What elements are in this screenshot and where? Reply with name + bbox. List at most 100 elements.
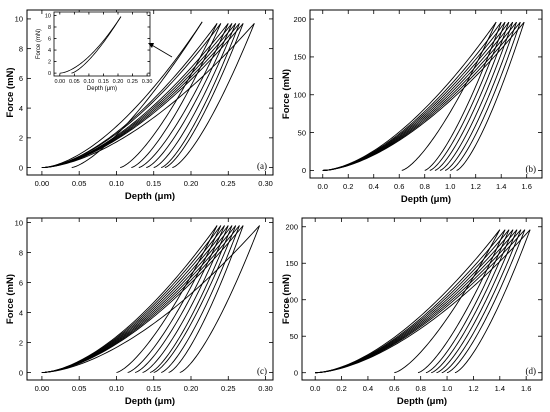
x-tick-label: 0.25 xyxy=(221,384,236,393)
y-tick-label: 4 xyxy=(19,308,23,317)
unloading-curve xyxy=(429,21,506,171)
x-tick-label: 0.25 xyxy=(127,79,138,85)
y-tick-label: 50 xyxy=(298,128,306,137)
unloading-curve xyxy=(179,225,260,373)
y-tick-label: 6 xyxy=(19,278,23,287)
unloading-curve xyxy=(436,229,518,374)
x-tick-label: 0.2 xyxy=(343,182,353,191)
x-tick-label: 0.8 xyxy=(420,182,430,191)
unloading-curve xyxy=(153,23,237,168)
unloading-curve xyxy=(149,225,233,373)
x-axis-label: Depth (μm) xyxy=(125,191,175,202)
loading-curve xyxy=(41,21,203,169)
unloading-curve xyxy=(120,23,218,169)
loading-curve xyxy=(41,225,237,373)
unloading-curve xyxy=(441,229,522,374)
y-tick-label: 2 xyxy=(48,60,51,66)
y-tick-label: 2 xyxy=(19,338,23,347)
loading-curve xyxy=(322,21,510,171)
y-tick-label: 100 xyxy=(293,91,306,100)
unloading-curve xyxy=(446,229,526,374)
panel-label: (b) xyxy=(526,164,537,174)
unloading-curve xyxy=(161,23,240,168)
x-tick-label: 1.0 xyxy=(442,384,452,393)
x-tick-label: 0.30 xyxy=(258,384,273,393)
unloading-curve xyxy=(131,23,222,168)
unloading-curve xyxy=(161,225,240,373)
y-tick-label: 150 xyxy=(285,259,298,268)
x-tick-label: 0.20 xyxy=(184,179,199,188)
unloading-curve xyxy=(434,21,510,171)
loading-curve xyxy=(315,229,531,374)
unloading-curve xyxy=(456,21,525,171)
x-tick-label: 1.6 xyxy=(521,182,531,191)
plot-panel-1: 0.00 0.05 0.10 0.15 0.20 0.25 0.300246810Depth… xyxy=(5,9,274,202)
x-tick-label: 1.0 xyxy=(445,182,455,191)
loading-curve xyxy=(315,229,510,374)
x-axis-label: Depth (μm) xyxy=(125,396,175,407)
x-tick-label: 0.15 xyxy=(98,79,109,85)
x-tick-label: 1.2 xyxy=(470,182,480,191)
plot-frame xyxy=(26,9,274,176)
x-tick-label: 0.00 xyxy=(35,384,50,393)
x-tick-label: 0.00 xyxy=(35,179,50,188)
y-tick-label: 0 xyxy=(19,163,23,172)
y-tick-label: 6 xyxy=(19,74,23,83)
y-axis-label: Force (mN) xyxy=(5,67,16,117)
y-tick-label: 0 xyxy=(48,71,51,77)
x-tick-label: 1.4 xyxy=(495,384,505,393)
y-tick-label: 4 xyxy=(19,104,23,113)
plot-panel-2: 0.0 0.2 0.4 0.6 0.8 1.0 1.2 1.4 1.6 0 50 100 150 200 D… xyxy=(281,9,543,205)
loading-curve xyxy=(315,229,514,374)
y-tick-label: 2 xyxy=(19,134,23,143)
x-tick-label: 0.6 xyxy=(394,182,404,191)
y-tick-label: 4 xyxy=(48,48,51,54)
loading-curve xyxy=(41,225,225,373)
y-tick-label: 10 xyxy=(45,13,51,19)
x-tick-label: 0.8 xyxy=(415,384,425,393)
x-tick-label: 0.10 xyxy=(109,179,124,188)
y-tick-label: 100 xyxy=(285,296,298,305)
x-tick-label: 0.15 xyxy=(146,384,161,393)
y-tick-label: 8 xyxy=(19,248,23,257)
unloading-curve xyxy=(444,21,517,171)
x-tick-label: 0.05 xyxy=(72,384,87,393)
x-tick-label: 0.4 xyxy=(369,182,379,191)
inset-plot: 0.00 0.05 0.10 0.15 0.20 0.25 0.30 0 2 4 6 8 10 Depth… xyxy=(36,11,153,92)
x-tick-label: 0.05 xyxy=(69,79,80,85)
unloading-curve xyxy=(401,21,497,171)
loading-curve xyxy=(322,21,497,171)
y-axis-label: Force (mN) xyxy=(281,69,292,119)
unloading-curve xyxy=(168,225,244,373)
plot-panel-3: 0.00 0.05 0.10 0.15 0.20 0.25 0.30 0 2 4 6 8 10 Depth… xyxy=(5,217,274,407)
y-tick-label: 6 xyxy=(48,37,51,43)
x-tick-label: 1.4 xyxy=(496,182,506,191)
unloading-curve xyxy=(71,16,122,74)
plot-frame xyxy=(26,217,274,381)
unloading-curve xyxy=(417,229,506,374)
y-tick-label: 0 xyxy=(302,166,306,175)
x-tick-label: 0.30 xyxy=(258,179,273,188)
y-tick-label: 0 xyxy=(19,368,23,377)
y-tick-label: 10 xyxy=(15,218,23,227)
x-axis-label: Depth (μm) xyxy=(397,396,447,407)
x-axis-label: Depth (μm) xyxy=(401,194,451,205)
unloading-curve xyxy=(172,23,255,168)
loading-curve xyxy=(322,21,506,171)
unloading-curve xyxy=(116,225,218,373)
loading-curve xyxy=(59,16,122,74)
x-tick-label: 0.2 xyxy=(336,384,346,393)
x-tick-label: 0.25 xyxy=(221,179,236,188)
plot-panel-4: 0.0 0.2 0.4 0.6 0.8 1.0 1.2 1.4 1.6 0 50 100 150 200 D… xyxy=(281,217,543,407)
x-tick-label: 0.10 xyxy=(84,79,95,85)
unloading-curve xyxy=(394,229,501,374)
unloading-curve xyxy=(454,229,531,374)
x-tick-label: 0.0 xyxy=(318,182,328,191)
y-tick-label: 8 xyxy=(48,25,51,31)
loading-curve xyxy=(315,229,526,374)
unloading-curve xyxy=(450,21,521,171)
y-tick-label: 50 xyxy=(290,332,298,341)
x-tick-label: 1.2 xyxy=(468,384,478,393)
x-tick-label: 0.30 xyxy=(142,79,153,85)
inset-x-axis-label: Depth (μm) xyxy=(87,86,117,92)
